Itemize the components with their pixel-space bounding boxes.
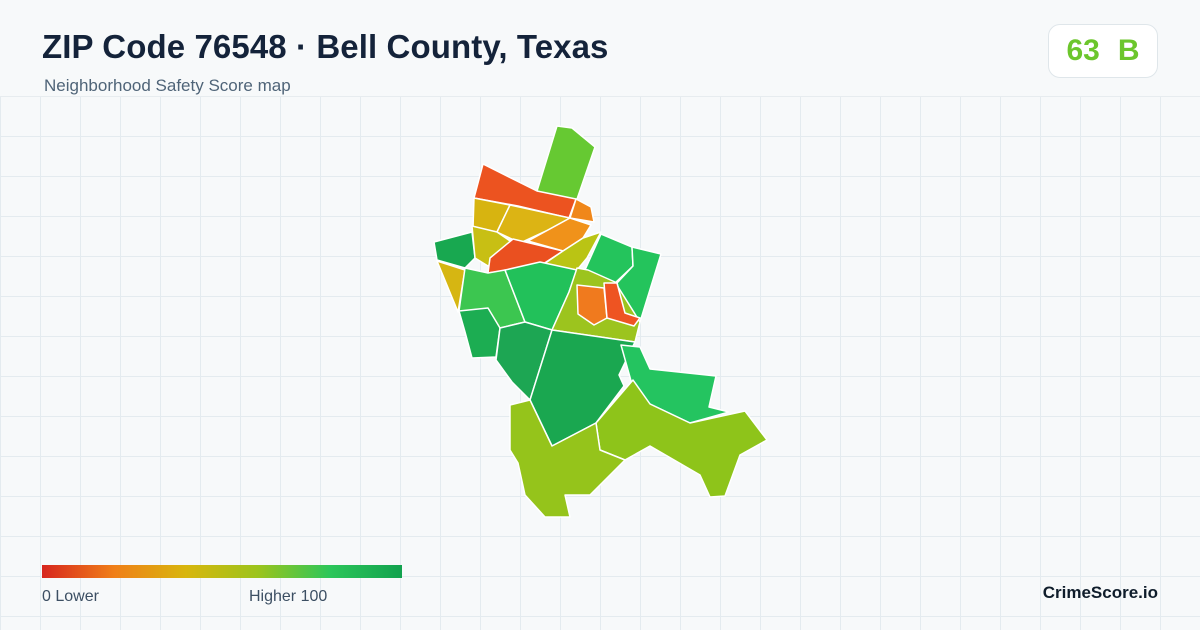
map-region-north-small-orange[interactable]	[569, 198, 595, 223]
map-region-south-lobe[interactable]	[509, 399, 626, 518]
map-region-west-green-nw[interactable]	[433, 231, 476, 269]
brand-logo-text: CrimeScore.io	[1042, 583, 1158, 602]
map-region-east-orange[interactable]	[576, 284, 608, 326]
map-region-east-red[interactable]	[603, 282, 641, 327]
legend-min-label: 0 Lower	[42, 588, 99, 605]
map-region-north-strip[interactable]	[536, 125, 596, 206]
legend-max-label: Higher 100	[249, 588, 328, 605]
safety-score-card: 63 B	[1048, 24, 1158, 78]
safety-score-grade: B	[1117, 34, 1140, 67]
legend-gradient-bar	[42, 565, 402, 578]
page-title: ZIP Code 76548 · Bell County, Texas	[42, 28, 609, 65]
safety-score-value: 63	[1066, 34, 1100, 67]
page-subtitle: Neighborhood Safety Score map	[44, 76, 291, 95]
header-divider	[0, 96, 1200, 97]
map-region-north-yellow-mid[interactable]	[496, 204, 571, 244]
